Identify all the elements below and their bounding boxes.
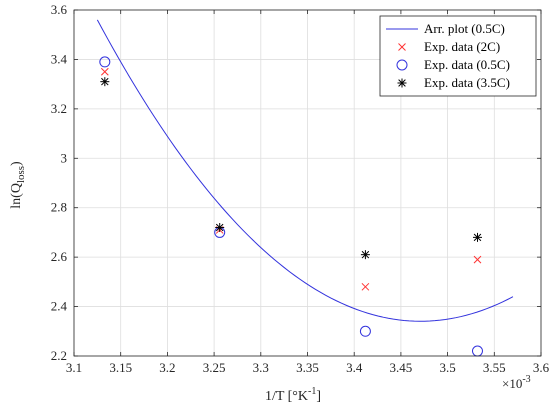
marker-layer bbox=[99, 56, 483, 357]
legend-label-2: Exp. data (0.5C) bbox=[424, 57, 510, 72]
x-tick-label: 3.2 bbox=[159, 360, 175, 375]
series-1-point-2 bbox=[361, 282, 370, 291]
legend-items: Arr. plot (0.5C) Exp. data (2C) Exp. data … bbox=[386, 21, 510, 90]
legend-label-1: Exp. data (2C) bbox=[424, 39, 500, 54]
y-tick-label: 3 bbox=[61, 150, 68, 165]
x-tick-label: 3.4 bbox=[346, 360, 363, 375]
legend-marker-2 bbox=[396, 59, 408, 71]
y-tick-label: 2.6 bbox=[51, 249, 68, 264]
x-tick-label: 3.25 bbox=[203, 360, 226, 375]
legend-marker-3 bbox=[397, 78, 407, 88]
x-tick-label: 3.1 bbox=[66, 360, 82, 375]
x-tick-label: 3.55 bbox=[483, 360, 506, 375]
x-tick-label: 3.6 bbox=[533, 360, 550, 375]
series-3-point-2 bbox=[360, 250, 370, 260]
x-tick-label: 3.35 bbox=[296, 360, 319, 375]
series-3-point-1 bbox=[215, 222, 225, 232]
x-axis-label: 1/T [°K-1] bbox=[265, 386, 321, 404]
curve-layer bbox=[96, 19, 514, 322]
y-axis-label: ln(Qloss) bbox=[9, 161, 27, 209]
x-tick-label: 3.45 bbox=[390, 360, 413, 375]
series-2-point-2 bbox=[359, 325, 371, 337]
x-tick-label: 3.3 bbox=[253, 360, 269, 375]
legend-label-3: Exp. data (3.5C) bbox=[424, 75, 510, 90]
y-tick-label: 2.2 bbox=[51, 348, 67, 363]
series-3-point-3 bbox=[472, 232, 482, 242]
y-tick-label: 3.2 bbox=[51, 101, 67, 116]
y-tick-label: 3.6 bbox=[51, 2, 68, 17]
series-2-point-0 bbox=[99, 56, 111, 68]
legend-label-0: Arr. plot (0.5C) bbox=[424, 21, 505, 36]
series-3-point-0 bbox=[100, 77, 110, 87]
series-1-point-3 bbox=[473, 255, 482, 264]
x-exponent-label: ×10-3 bbox=[502, 374, 531, 391]
series-line-0 bbox=[96, 19, 514, 322]
x-axis-ticks: 3.1 3.15 3.2 3.25 3.3 3.35 3.4 3.45 3.5 3.55 3.6 bbox=[66, 10, 550, 375]
y-tick-label: 3.4 bbox=[51, 51, 68, 66]
y-tick-label: 2.4 bbox=[51, 299, 68, 314]
legend: Arr. plot (0.5C) Exp. data (2C) Exp. data … bbox=[379, 15, 537, 97]
y-tick-label: 2.8 bbox=[51, 200, 67, 215]
y-axis-ticks: 2.2 2.4 2.6 2.8 3 3.2 3.4 3.6 bbox=[51, 2, 541, 363]
series-1-point-0 bbox=[100, 67, 109, 76]
legend-marker-1 bbox=[398, 43, 406, 51]
x-tick-label: 3.15 bbox=[109, 360, 132, 375]
x-tick-label: 3.5 bbox=[439, 360, 455, 375]
